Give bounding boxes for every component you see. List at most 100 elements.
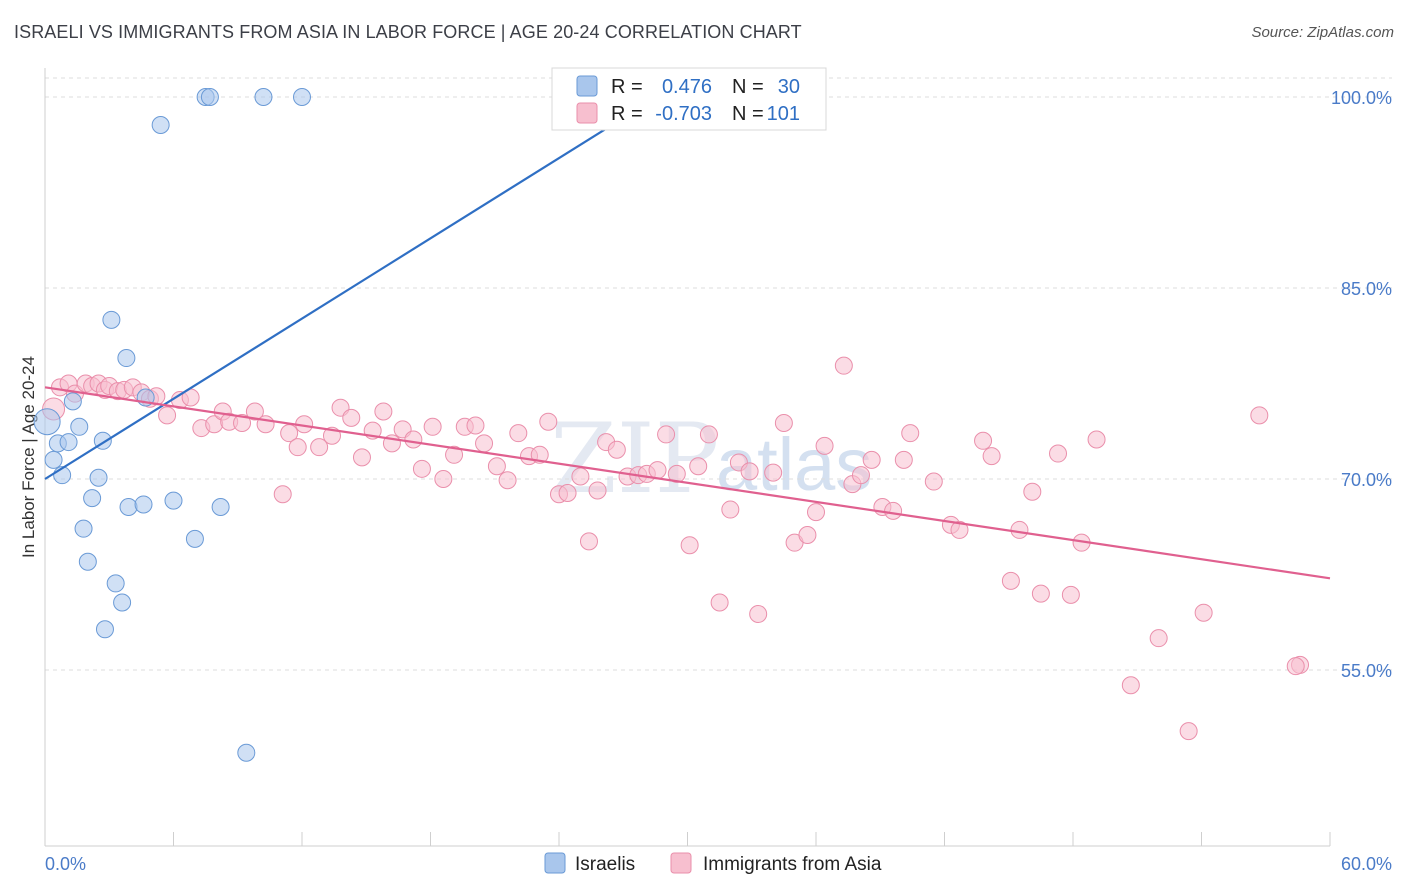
asia-point [894,450,913,469]
asia-point [834,356,853,375]
legend-swatch-asia [576,102,598,124]
israelis-point [211,498,230,517]
y-axis-label: In Labor Force | Age 20-24 [19,356,38,558]
asia-trend-line [44,386,1331,580]
israelis-point [164,491,183,510]
asia-point [342,408,361,427]
israelis-point [74,519,93,538]
bottom-legend-label-asia: Immigrants from Asia [703,854,882,875]
israelis-point [83,489,102,508]
legend-n-label-israelis: N = [732,76,764,98]
israelis-point [185,529,204,548]
asia-point [974,431,993,450]
israelis-point [200,88,219,106]
legend-n-value-asia: 101 [767,103,800,125]
asia-point [498,471,517,490]
asia-point [288,438,307,457]
asia-point [1179,722,1198,741]
series-immigrants-from-asia [42,356,1310,741]
asia-point [412,459,431,478]
y-tick-label: 55.0% [1341,661,1392,681]
asia-point [245,402,264,421]
y-tick-label: 85.0% [1341,279,1392,299]
legend-box [551,67,827,131]
asia-point [807,503,825,522]
asia-point [798,526,817,545]
asia-point [1001,571,1020,590]
asia-point [1061,585,1080,604]
asia-point [539,412,558,431]
legend-n-value-israelis: 30 [778,76,800,98]
x-tick-label-max: 60.0% [1341,854,1392,874]
asia-point [352,448,371,467]
asia-point [815,436,834,455]
asia-point [1049,444,1068,463]
israelis-point [59,433,78,452]
asia-point [158,406,177,425]
asia-point [982,447,1001,466]
asia-point [710,593,729,612]
legend-r-label-israelis: R = [611,76,643,98]
israelis-point [237,743,256,762]
asia-point [657,425,676,444]
y-tick-label: 100.0% [1331,88,1392,108]
asia-point [273,485,292,504]
grid-lines [45,77,1392,671]
asia-point [1149,629,1168,648]
israelis-point [89,468,108,487]
asia-point [884,501,903,520]
israelis-point [78,552,97,571]
israelis-point [254,88,273,106]
israelis-trend-line [44,76,689,480]
asia-point [851,466,870,485]
israelis-point [63,392,82,411]
y-tick-label: 70.0% [1341,470,1392,490]
x-axis-ticks [44,832,1331,846]
trend-lines [44,76,1331,580]
y-axis-tick-labels: 100.0% 85.0% 70.0% 55.0% [1331,88,1392,681]
israelis-point [134,495,153,514]
legend-r-value-asia: -0.703 [655,103,712,125]
israelis-point [44,450,63,469]
correlation-legend: R = 0.476 N = 30 R = -0.703 N = 101 [551,67,827,131]
asia-point [233,413,252,432]
israelis-point [102,310,121,329]
asia-point [404,430,423,449]
asia-point [1286,657,1305,676]
israelis-point [33,408,61,436]
asia-point [1023,482,1042,501]
asia-point [648,461,667,480]
asia-point [740,462,759,481]
watermark: ZIP atlas [550,403,872,515]
israelis-point [151,116,170,135]
legend-r-value-israelis: 0.476 [662,76,712,98]
asia-point [774,413,793,432]
asia-point [509,424,528,443]
asia-point [466,416,485,435]
chart-title: ISRAELI VS IMMIGRANTS FROM ASIA IN LABOR… [14,22,802,42]
asia-point [667,464,686,483]
asia-point [579,532,598,551]
bottom-legend-swatch-asia [670,852,692,874]
asia-point [1121,676,1140,695]
bottom-legend-swatch-israelis [544,852,566,874]
asia-point [558,484,577,503]
asia-point [374,402,393,421]
israelis-point [293,88,311,106]
israelis-point [95,620,114,639]
asia-point [862,450,881,469]
asia-point [721,500,740,519]
asia-point [434,470,453,488]
asia-point [924,472,943,491]
source-credit: Source: ZipAtlas.com [1251,24,1394,41]
asia-point [901,424,920,443]
asia-point [487,457,506,476]
asia-point [680,536,699,555]
x-tick-label-min: 0.0% [45,854,86,874]
legend-n-label-asia: N = [732,103,764,125]
asia-point [689,457,708,476]
series-israelis [33,88,819,762]
legend-r-label-asia: R = [611,103,643,125]
asia-point [749,604,768,623]
